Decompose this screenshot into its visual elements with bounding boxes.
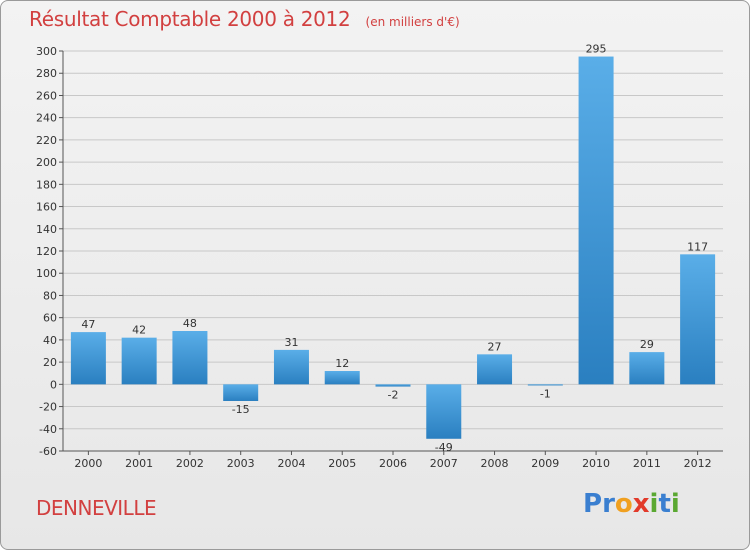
- y-tick-label: 180: [36, 178, 57, 191]
- value-label-2007: -49: [435, 441, 453, 454]
- y-tick-label: 0: [50, 378, 57, 391]
- x-tick-label: 2002: [176, 457, 204, 470]
- axes: -60 -40 -20 0 20 40 60 80 100 120 140 160 180 200 220 2…: [36, 45, 723, 470]
- bar-2003: [223, 384, 259, 401]
- y-tick-label: -40: [39, 423, 57, 436]
- bar-2002: [172, 331, 208, 385]
- value-label-2005: 12: [335, 357, 349, 370]
- x-tick-label: 2001: [125, 457, 153, 470]
- x-tick-label: 2009: [531, 457, 559, 470]
- y-tick-label: 100: [36, 267, 57, 280]
- x-tick-label: 2004: [277, 457, 305, 470]
- y-tick-label: 80: [43, 289, 57, 302]
- proxiti-logo[interactable]: Proxiti: [583, 489, 680, 519]
- bars: [70, 56, 716, 439]
- x-tick-label: 2011: [633, 457, 661, 470]
- y-tick-label: 60: [43, 312, 57, 325]
- y-tick-label: 40: [43, 334, 57, 347]
- bar-2012: [680, 254, 716, 385]
- bar-2004: [273, 349, 309, 385]
- y-tick-label: 280: [36, 67, 57, 80]
- logo-letter: P: [583, 489, 603, 519]
- value-label-2002: 48: [183, 317, 197, 330]
- value-label-2006: -2: [388, 389, 399, 402]
- y-tick-label: 160: [36, 201, 57, 214]
- x-tick-label: 2000: [74, 457, 102, 470]
- value-label-2000: 47: [81, 318, 95, 331]
- logo-letter: o: [614, 489, 633, 519]
- bar-2009: [527, 384, 563, 386]
- y-tick-label: 220: [36, 134, 57, 147]
- bar-2006: [375, 384, 411, 387]
- logo-letter: i: [670, 489, 680, 519]
- value-label-2008: 27: [488, 340, 502, 353]
- bar-2005: [324, 371, 360, 385]
- logo-letter: i: [649, 489, 659, 519]
- x-tick-label: 2012: [684, 457, 712, 470]
- bar-2007: [426, 384, 462, 439]
- title-row: Résultat Comptable 2000 à 2012 (en milli…: [29, 7, 460, 31]
- value-label-2009: -1: [540, 387, 551, 400]
- x-tick-label: 2010: [582, 457, 610, 470]
- y-tick-label: -20: [39, 401, 57, 414]
- x-tick-label: 2003: [227, 457, 255, 470]
- logo-letter: t: [658, 489, 671, 519]
- y-tick-label: 240: [36, 112, 57, 125]
- y-tick-label: 260: [36, 89, 57, 102]
- value-label-2011: 29: [640, 338, 654, 351]
- value-label-2010: 295: [586, 43, 607, 56]
- bar-2008: [477, 354, 513, 385]
- y-tick-label: 200: [36, 156, 57, 169]
- value-label-2001: 42: [132, 324, 146, 337]
- y-tick-label: 20: [43, 356, 57, 369]
- value-label-2004: 31: [284, 336, 298, 349]
- y-tick-label: -60: [39, 445, 57, 458]
- labels: 47 42 48 -15 31 12 -2 -49 27 -1 295 29 117: [81, 43, 708, 454]
- value-label-2012: 117: [687, 240, 708, 253]
- bar-2010: [578, 56, 614, 385]
- x-tick-label: 2007: [430, 457, 458, 470]
- y-tick-label: 140: [36, 223, 57, 236]
- x-tick-label: 2006: [379, 457, 407, 470]
- bar-2011: [629, 352, 665, 385]
- value-label-2003: -15: [232, 403, 250, 416]
- logo-letter: x: [632, 489, 650, 519]
- chart-title: Résultat Comptable 2000 à 2012: [29, 7, 351, 31]
- bar-2000: [70, 332, 106, 385]
- y-tick-label: 120: [36, 245, 57, 258]
- bar-2001: [121, 337, 157, 385]
- y-tick-label: 300: [36, 45, 57, 58]
- x-tick-label: 2005: [328, 457, 356, 470]
- x-tick-label: 2008: [481, 457, 509, 470]
- chart-subtitle: (en milliers d'€): [365, 15, 460, 29]
- town-name: DENNEVILLE: [36, 496, 157, 520]
- logo-letter: r: [602, 489, 615, 519]
